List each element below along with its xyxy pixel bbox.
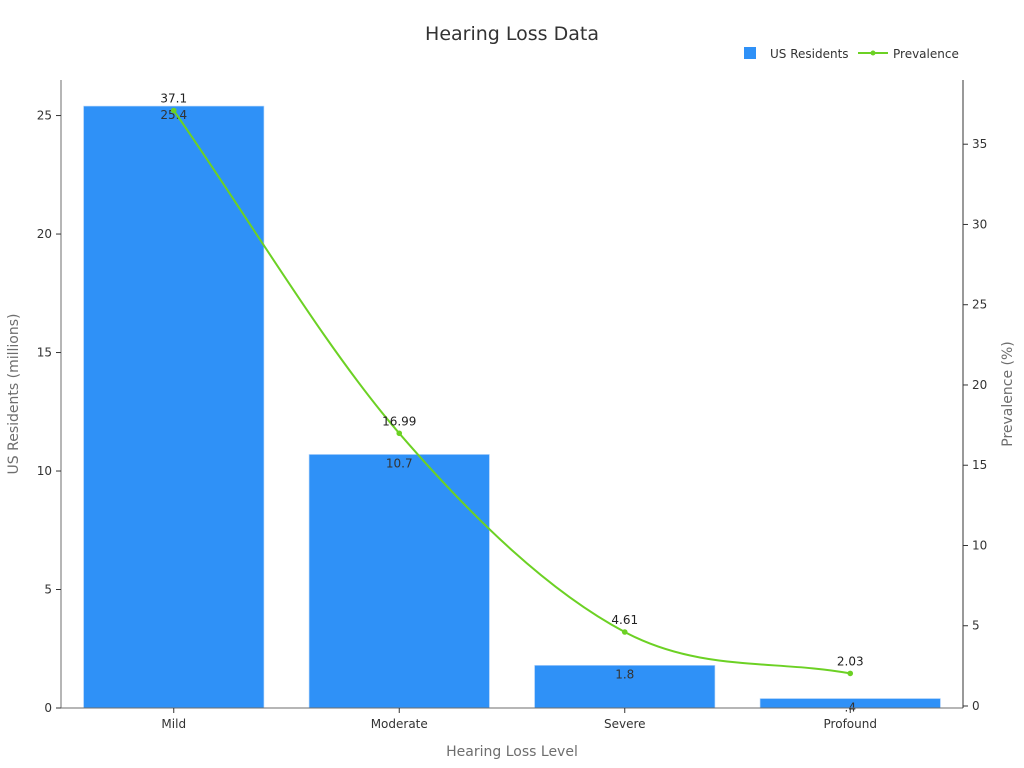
prevalence-point-severe xyxy=(621,629,628,635)
chart-title: Hearing Loss Data xyxy=(425,23,599,45)
prevalence-point-profound xyxy=(847,670,854,677)
y-tick-label: 20 xyxy=(37,227,52,241)
y2-tick-label: 0 xyxy=(972,699,980,713)
bar-series: 25.410.71.8.4 xyxy=(83,105,941,715)
prevalence-line xyxy=(172,109,851,675)
bar-mild xyxy=(83,105,265,709)
legend-swatch-us-residents xyxy=(744,47,756,59)
y2-tick-label: 15 xyxy=(972,458,987,472)
legend: US Residents Prevalence xyxy=(744,47,959,61)
y-tick-label: 10 xyxy=(37,464,52,478)
y2-tick-label: 30 xyxy=(972,217,987,231)
y2-tick-label: 25 xyxy=(972,298,987,312)
prevalence-label-moderate: 16.99 xyxy=(382,414,416,428)
prevalence-label-profound: 2.03 xyxy=(837,654,864,668)
legend-label-us-residents: US Residents xyxy=(770,47,849,61)
bar-severe xyxy=(534,665,716,709)
bar-label-moderate: 10.7 xyxy=(386,456,413,470)
prevalence-label-severe: 4.61 xyxy=(611,613,638,627)
x-tick-label-mild: Mild xyxy=(161,717,186,731)
legend-marker-prevalence xyxy=(870,50,876,56)
y2-axis-label: Prevalence (%) xyxy=(1000,341,1016,447)
x-tick-label-moderate: Moderate xyxy=(371,717,428,731)
prevalence-point-moderate xyxy=(396,430,403,437)
x-axis-label: Hearing Loss Level xyxy=(446,744,578,760)
prevalence-label-mild: 37.1 xyxy=(160,91,187,105)
y2-tick-label: 35 xyxy=(972,137,987,151)
bar-moderate xyxy=(308,454,490,709)
y2-tick-label: 10 xyxy=(972,538,987,552)
axes: 0 5 10 15 20 25 0 5 10 15 20 25 30 35 Mild Moderate Seve… xyxy=(37,80,987,731)
y-tick-label: 5 xyxy=(44,583,52,597)
bar-label-severe: 1.8 xyxy=(615,667,634,681)
x-tick-label-severe: Severe xyxy=(604,717,646,731)
y-tick-label: 0 xyxy=(44,701,52,715)
y-axis-label: US Residents (millions) xyxy=(6,314,22,475)
x-tick-label-profound: Profound xyxy=(824,717,877,731)
y-tick-label: 25 xyxy=(37,109,52,123)
y2-tick-label: 5 xyxy=(972,619,980,633)
y-tick-label: 15 xyxy=(37,346,52,360)
legend-label-prevalence: Prevalence xyxy=(893,47,959,61)
y2-tick-label: 20 xyxy=(972,378,987,392)
line-series: 37.1 16.99 4.61 2.03 xyxy=(160,91,864,677)
prevalence-point-mild xyxy=(170,107,177,114)
